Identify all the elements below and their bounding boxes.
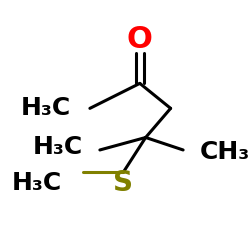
Text: H₃C: H₃C xyxy=(33,136,83,160)
Text: S: S xyxy=(113,169,133,197)
Text: H₃C: H₃C xyxy=(20,96,71,120)
Text: O: O xyxy=(127,25,153,54)
Text: H₃C: H₃C xyxy=(12,171,62,195)
Text: CH₃: CH₃ xyxy=(200,140,250,164)
